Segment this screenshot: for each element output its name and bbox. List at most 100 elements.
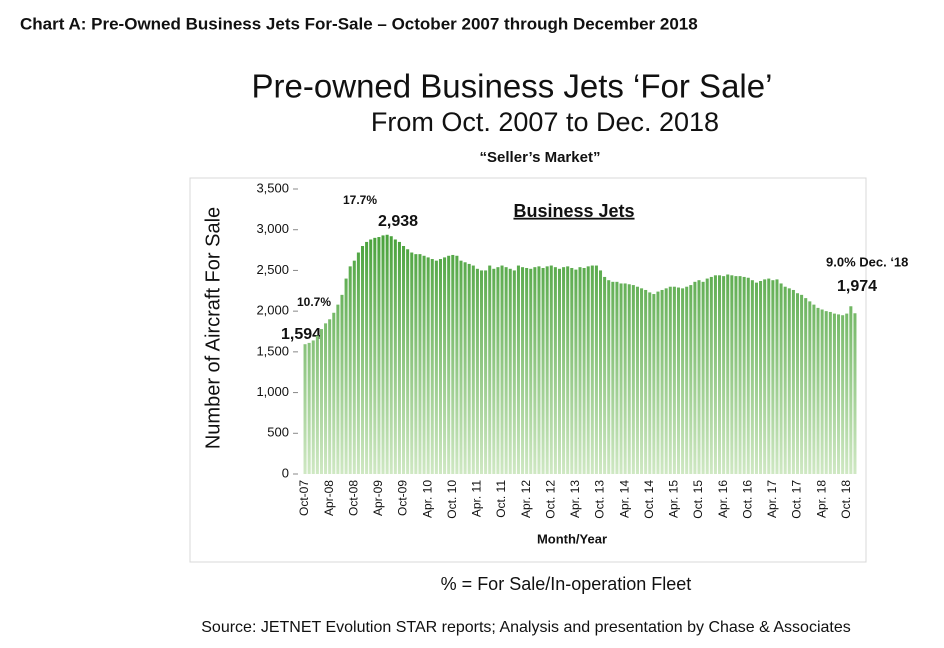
bar: [471, 265, 475, 474]
bar: [377, 237, 381, 474]
chart-title: Pre-owned Business Jets ‘For Sale’: [252, 68, 773, 105]
bar: [841, 315, 845, 474]
bar: [516, 265, 520, 474]
bar: [484, 270, 488, 474]
bar: [730, 275, 734, 474]
bar: [430, 259, 434, 474]
y-tick-label: 1,000: [256, 384, 289, 399]
bar: [324, 323, 328, 474]
y-tick-label: 2,000: [256, 303, 289, 318]
bar: [578, 267, 582, 474]
x-tick-label: Oct-09: [396, 480, 410, 516]
bar: [754, 282, 758, 474]
bar: [759, 281, 763, 474]
bar: [763, 279, 767, 474]
bar: [500, 265, 504, 474]
x-tick-label: Oct. 13: [593, 480, 607, 519]
y-tick-label: 2,500: [256, 262, 289, 277]
bar: [340, 294, 344, 474]
bar: [738, 276, 742, 474]
bar: [406, 249, 410, 474]
bar: [496, 267, 500, 474]
bar: [562, 267, 566, 474]
bar: [804, 298, 808, 474]
bar: [352, 260, 356, 474]
bar: [820, 309, 824, 474]
y-tick-label: 3,500: [256, 180, 289, 195]
bar: [672, 286, 676, 474]
bar: [697, 280, 701, 474]
bar: [557, 268, 561, 474]
bar: [475, 268, 479, 474]
bar: [709, 276, 713, 474]
bar: [447, 255, 451, 474]
x-tick-label: Oct. 18: [839, 480, 853, 519]
bar: [537, 266, 541, 474]
bar: [549, 265, 553, 474]
bar: [603, 276, 607, 474]
bar: [426, 257, 430, 474]
bar: [795, 293, 800, 474]
x-tick-label: Oct. 10: [445, 480, 459, 519]
bar: [705, 278, 709, 474]
bar: [800, 294, 804, 474]
bar: [521, 267, 525, 474]
value-label: 1,594: [281, 326, 321, 343]
bar: [660, 289, 664, 474]
x-tick-label: Oct. 12: [543, 480, 557, 519]
bar: [529, 268, 533, 474]
bar: [635, 286, 639, 474]
bar: [467, 263, 471, 474]
bar: [615, 281, 619, 474]
bar: [455, 255, 459, 474]
bar: [397, 241, 401, 474]
series-label: Business Jets: [513, 201, 634, 221]
bar: [438, 259, 442, 474]
bar: [599, 270, 603, 474]
bar: [718, 275, 722, 474]
bar: [422, 255, 426, 474]
bar: [488, 265, 492, 474]
bar: [681, 288, 685, 474]
bar: [525, 267, 529, 474]
bar: [668, 286, 672, 474]
bar: [586, 266, 590, 474]
bar: [373, 237, 377, 474]
bar: [315, 335, 319, 474]
bar: [512, 270, 516, 474]
annotation: 10.7%: [297, 295, 331, 309]
chart-subtitle: From Oct. 2007 to Dec. 2018: [371, 107, 719, 137]
bar: [750, 280, 754, 474]
bar: [787, 288, 791, 474]
bar: [434, 260, 438, 474]
value-label: 1,974: [837, 278, 877, 295]
bar: [644, 289, 648, 474]
bar: [533, 267, 537, 474]
bar: [369, 239, 373, 474]
x-tick-label: Apr. 11: [470, 480, 484, 517]
bar: [722, 276, 726, 474]
x-tick-label: Apr-09: [371, 480, 385, 516]
bar: [664, 288, 668, 474]
bar: [303, 344, 307, 474]
y-axis-label: Number of Aircraft For Sale: [202, 207, 224, 449]
x-tick-label: Oct. 11: [494, 480, 508, 518]
bar: [443, 257, 447, 474]
bar: [648, 292, 652, 474]
bar: [365, 241, 369, 474]
note: % = For Sale/In-operation Fleet: [441, 574, 692, 594]
bar: [640, 288, 644, 474]
bar: [545, 266, 549, 474]
bar: [746, 277, 750, 474]
bar: [385, 234, 389, 474]
x-tick-label: Apr. 15: [667, 480, 681, 518]
bar: [726, 274, 730, 474]
x-tick-label: Apr-08: [322, 480, 336, 516]
bar: [459, 260, 463, 474]
bar: [816, 307, 820, 474]
x-tick-label: Apr. 13: [568, 480, 582, 518]
bar: [845, 313, 849, 474]
bar: [791, 289, 795, 474]
bar: [393, 239, 397, 474]
bar: [566, 266, 570, 474]
